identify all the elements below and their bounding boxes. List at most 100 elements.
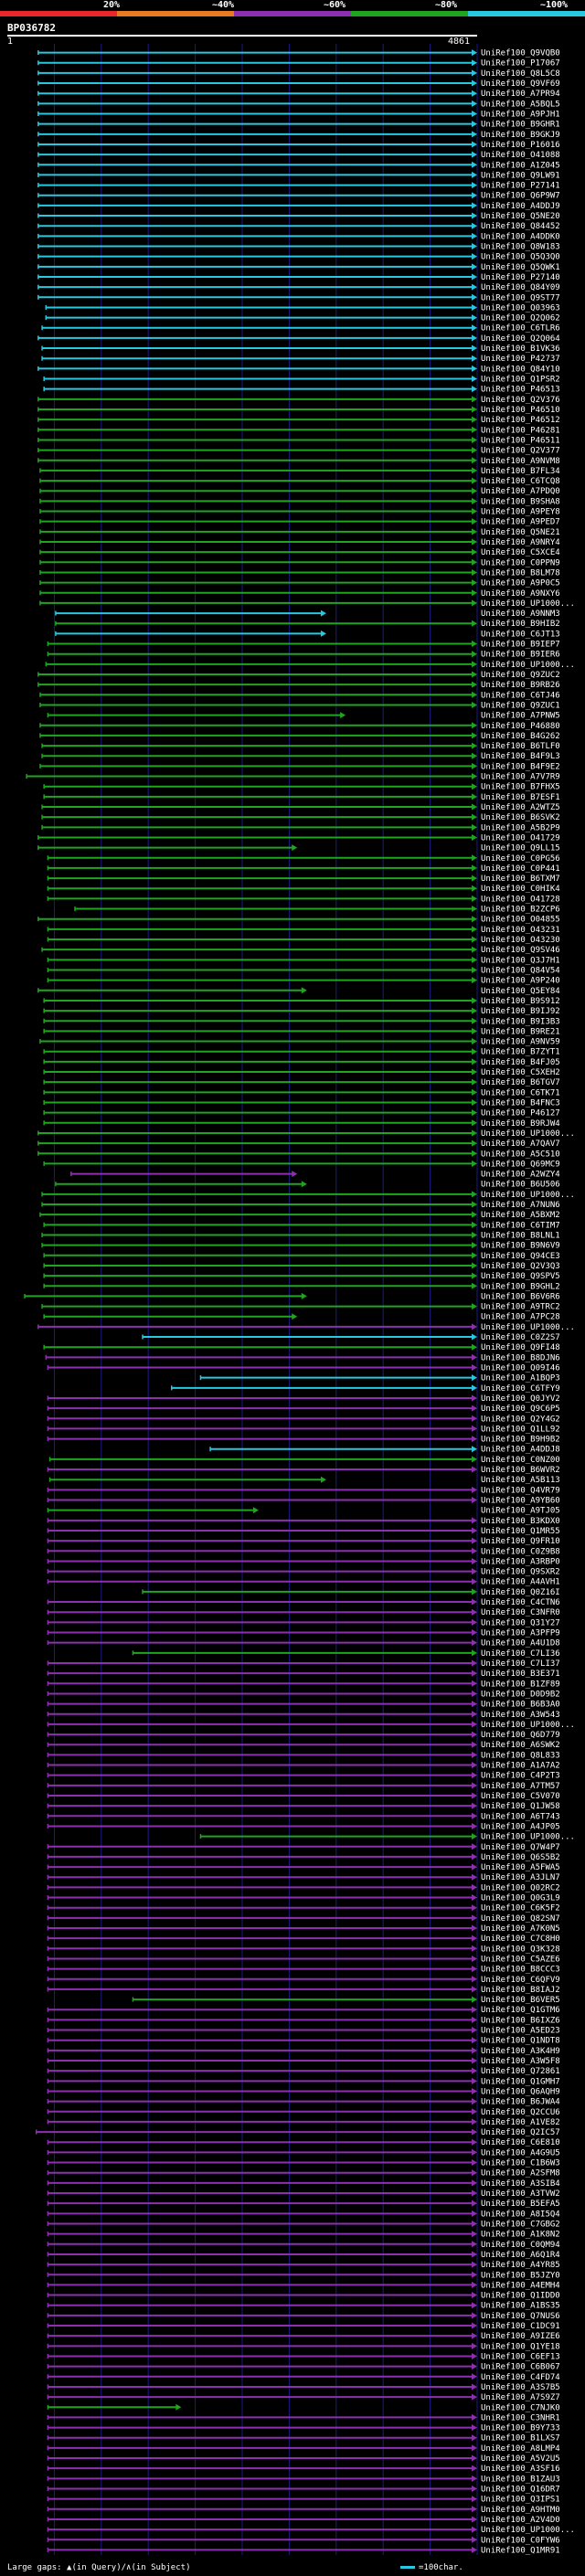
hit-row[interactable]: UniRef100_C7LI36 <box>132 1649 560 1659</box>
hit-row[interactable]: UniRef100_A1A7A2 <box>47 1762 560 1771</box>
hit-row[interactable]: UniRef100_A5V2U5 <box>47 2454 560 2464</box>
hit-label[interactable]: UniRef100_B6TLF0 <box>481 742 560 751</box>
hit-label[interactable]: UniRef100_B9HIB2 <box>481 620 560 629</box>
hit-row[interactable]: UniRef100_B9RJW4 <box>43 1119 560 1129</box>
hit-row[interactable]: UniRef100_B1ZAU3 <box>47 2475 560 2484</box>
hit-label[interactable]: UniRef100_A3RBP0 <box>481 1557 560 1566</box>
hit-label[interactable]: UniRef100_B4FNC3 <box>481 1098 560 1108</box>
hit-row[interactable]: UniRef100_Q84V54 <box>47 966 560 975</box>
hit-label[interactable]: UniRef100_Q9C6P5 <box>481 1405 560 1414</box>
hit-row[interactable]: UniRef100_Q9SV46 <box>41 946 560 955</box>
hit-label[interactable]: UniRef100_C0P441 <box>481 864 560 874</box>
hit-row[interactable]: UniRef100_Q03963 <box>45 303 560 313</box>
hit-label[interactable]: UniRef100_UP1000... <box>481 1129 575 1139</box>
hit-row[interactable]: UniRef100_Q2Q064 <box>37 334 560 344</box>
hit-row[interactable]: UniRef100_Q9SXR2 <box>47 1568 560 1577</box>
hit-row[interactable]: UniRef100_B7FHX5 <box>43 783 560 792</box>
hit-row[interactable]: UniRef100_UP1000... <box>45 661 575 670</box>
hit-label[interactable]: UniRef100_Q09I46 <box>481 1364 560 1373</box>
hit-label[interactable]: UniRef100_B6WVR2 <box>481 1466 560 1475</box>
hit-row[interactable]: UniRef100_B9GKJ9 <box>37 131 560 140</box>
hit-label[interactable]: UniRef100_O04855 <box>481 916 560 925</box>
hit-label[interactable]: UniRef100_Q1PSR2 <box>481 376 560 385</box>
hit-row[interactable]: UniRef100_C7GBG2 <box>47 2220 560 2229</box>
hit-row[interactable]: UniRef100_B9IER6 <box>47 651 560 660</box>
hit-row[interactable]: UniRef100_B6B3A0 <box>47 1701 560 1710</box>
hit-row[interactable]: UniRef100_Q84Y10 <box>37 365 560 374</box>
hit-row[interactable]: UniRef100_A5BXM2 <box>39 1211 560 1220</box>
hit-row[interactable]: UniRef100_B9RB26 <box>37 681 560 690</box>
hit-label[interactable]: UniRef100_B6TXM7 <box>481 875 560 884</box>
hit-row[interactable]: UniRef100_B1VK36 <box>41 345 560 354</box>
hit-label[interactable]: UniRef100_Q1GMH7 <box>481 2077 560 2086</box>
hit-label[interactable]: UniRef100_B3E371 <box>481 1670 560 1679</box>
hit-label[interactable]: UniRef100_B6IXZ6 <box>481 2016 560 2025</box>
hit-row[interactable]: UniRef100_A7PNW5 <box>47 712 560 721</box>
hit-row[interactable]: UniRef100_B4FNC3 <box>43 1098 560 1108</box>
hit-label[interactable]: UniRef100_P46513 <box>481 386 560 395</box>
hit-row[interactable]: UniRef100_C5V070 <box>47 1792 560 1801</box>
hit-label[interactable]: UniRef100_B9SHA8 <box>481 497 560 506</box>
hit-row[interactable]: UniRef100_A7NUN6 <box>41 1201 560 1210</box>
hit-row[interactable]: UniRef100_A2SFM8 <box>47 2169 560 2178</box>
hit-label[interactable]: UniRef100_Q9ST77 <box>481 293 560 302</box>
hit-label[interactable]: UniRef100_A1A7A2 <box>481 1762 560 1771</box>
hit-label[interactable]: UniRef100_P17067 <box>481 59 560 69</box>
hit-label[interactable]: UniRef100_A1Z045 <box>481 161 560 170</box>
hit-label[interactable]: UniRef100_B4FJ05 <box>481 1058 560 1067</box>
hit-label[interactable]: UniRef100_B1ZAU3 <box>481 2475 560 2484</box>
hit-row[interactable]: UniRef100_A3W5F8 <box>47 2057 560 2066</box>
hit-label[interactable]: UniRef100_A3W543 <box>481 1711 560 1720</box>
hit-row[interactable]: UniRef100_A7S9Z7 <box>47 2393 560 2402</box>
hit-row[interactable]: UniRef100_C4FD74 <box>47 2373 560 2382</box>
hit-label[interactable]: UniRef100_Q4VR79 <box>481 1486 560 1495</box>
hit-label[interactable]: UniRef100_A3JLN7 <box>481 1873 560 1882</box>
hit-label[interactable]: UniRef100_B7FL34 <box>481 467 560 476</box>
hit-label[interactable]: UniRef100_Q3J7H1 <box>481 956 560 965</box>
hit-row[interactable]: UniRef100_B6V6R6 <box>24 1292 560 1301</box>
hit-row[interactable]: UniRef100_A7PC28 <box>43 1313 560 1322</box>
hit-label[interactable]: UniRef100_A9NVM8 <box>481 457 560 466</box>
hit-row[interactable]: UniRef100_A5BQL5 <box>37 100 560 109</box>
hit-label[interactable]: UniRef100_C6K5F2 <box>481 1904 560 1913</box>
hit-row[interactable]: UniRef100_Q8L833 <box>47 1751 560 1760</box>
hit-label[interactable]: UniRef100_UP1000... <box>481 1191 575 1200</box>
hit-label[interactable]: UniRef100_C7LI36 <box>481 1649 560 1659</box>
hit-label[interactable]: UniRef100_B6SVK2 <box>481 813 560 822</box>
hit-label[interactable]: UniRef100_A9NNM3 <box>481 610 560 619</box>
hit-label[interactable]: UniRef100_C6QFV9 <box>481 1976 560 1985</box>
hit-row[interactable]: UniRef100_Q2Y4G2 <box>47 1415 560 1424</box>
hit-label[interactable]: UniRef100_B7ZYT1 <box>481 1048 560 1057</box>
hit-label[interactable]: UniRef100_A5BQL5 <box>481 100 560 109</box>
hit-row[interactable]: UniRef100_A5B113 <box>48 1476 560 1485</box>
hit-label[interactable]: UniRef100_O43231 <box>481 926 560 935</box>
hit-label[interactable]: UniRef100_A2WZY4 <box>481 1171 560 1180</box>
hit-label[interactable]: UniRef100_UP1000... <box>481 1721 575 1730</box>
hit-row[interactable]: UniRef100_Q5Q3Q0 <box>37 253 560 262</box>
hit-label[interactable]: UniRef100_Q1GTM6 <box>481 2006 560 2015</box>
hit-label[interactable]: UniRef100_C7NJK0 <box>481 2403 560 2412</box>
hit-row[interactable]: UniRef100_Q5EY84 <box>37 987 560 996</box>
hit-row[interactable]: UniRef100_A2WZY4 <box>70 1171 560 1180</box>
hit-label[interactable]: UniRef100_B6TGV7 <box>481 1078 560 1087</box>
hit-label[interactable]: UniRef100_Q8L833 <box>481 1751 560 1760</box>
hit-label[interactable]: UniRef100_Q2CCU6 <box>481 2108 560 2117</box>
hit-row[interactable]: UniRef100_C6TK71 <box>43 1088 560 1097</box>
hit-label[interactable]: UniRef100_Q0Z16I <box>481 1588 560 1597</box>
hit-label[interactable]: UniRef100_C3NHR1 <box>481 2413 560 2422</box>
hit-row[interactable]: UniRef100_C0Z2S7 <box>142 1333 560 1342</box>
hit-row[interactable]: UniRef100_A5ED23 <box>47 2027 560 2036</box>
hit-label[interactable]: UniRef100_B7FHX5 <box>481 783 560 792</box>
hit-label[interactable]: UniRef100_A5B2P9 <box>481 823 560 832</box>
hit-row[interactable]: UniRef100_B4FJ05 <box>43 1058 560 1067</box>
hit-row[interactable]: UniRef100_A5C510 <box>37 1150 560 1159</box>
hit-row[interactable]: UniRef100_B7ZYT1 <box>43 1048 560 1057</box>
hit-row[interactable]: UniRef100_Q5QWK1 <box>37 263 560 272</box>
hit-row[interactable]: UniRef100_B9IEP7 <box>47 641 560 650</box>
hit-label[interactable]: UniRef100_C6TJ46 <box>481 691 560 700</box>
hit-label[interactable]: UniRef100_C0QM94 <box>481 2241 560 2250</box>
hit-row[interactable]: UniRef100_O41729 <box>37 833 560 843</box>
hit-row[interactable]: UniRef100_A7PDQ0 <box>39 487 560 496</box>
hit-label[interactable]: UniRef100_Q7W4P7 <box>481 1843 560 1852</box>
hit-row[interactable]: UniRef100_A2V4D0 <box>47 2516 560 2525</box>
